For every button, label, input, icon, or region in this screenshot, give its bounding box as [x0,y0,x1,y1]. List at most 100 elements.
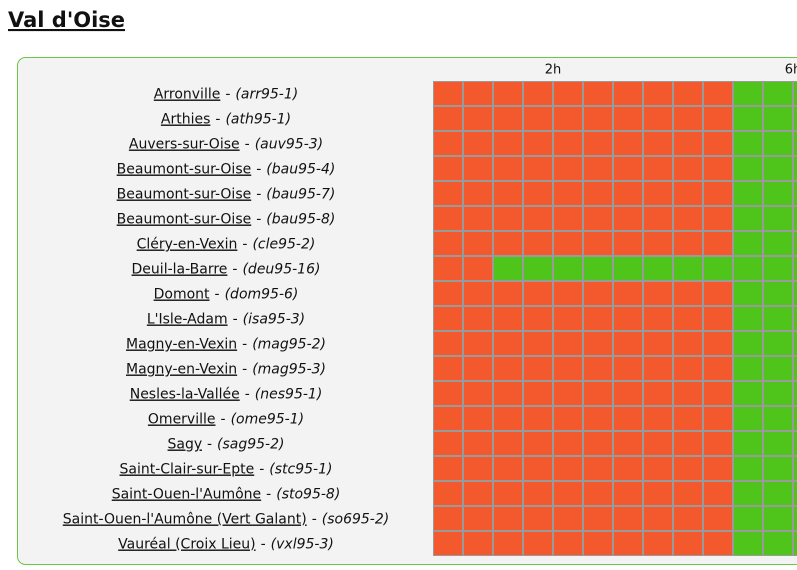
status-cell [763,381,793,406]
station-link[interactable]: Auvers-sur-Oise [129,137,240,153]
status-cell [493,356,523,381]
station-link[interactable]: L'Isle-Adam [147,312,228,328]
status-cell [523,231,553,256]
status-cell [733,81,763,106]
status-cell [523,106,553,131]
station-label: Beaumont-sur-Oise - (bau95-4) [117,162,336,178]
status-cell [493,331,523,356]
status-cell [433,131,463,156]
status-cell [553,506,583,531]
status-cell [493,431,523,456]
station-link[interactable]: Saint-Ouen-l'Aumône (Vert Galant) [63,512,307,528]
status-cell [643,231,673,256]
status-cell [613,531,643,556]
station-link[interactable]: Beaumont-sur-Oise [117,162,252,178]
status-cell [643,206,673,231]
status-cell [463,481,493,506]
status-cell [703,206,733,231]
status-cell [583,256,613,281]
status-cell [793,431,797,456]
status-cell [793,281,797,306]
status-cell [673,81,703,106]
status-cell [463,256,493,281]
status-cell [733,231,763,256]
status-cell [583,231,613,256]
station-link[interactable]: Deuil-la-Barre [132,262,228,278]
status-cell [523,431,553,456]
station-link[interactable]: Sagy [168,437,202,453]
status-cell [643,181,673,206]
station-link[interactable]: Magny-en-Vexin [126,337,237,353]
status-cell [433,506,463,531]
status-cell [433,206,463,231]
station-label: Deuil-la-Barre - (deu95-16) [132,262,321,278]
station-link[interactable]: Cléry-en-Vexin [137,237,238,253]
status-cell [733,356,763,381]
station-link[interactable]: Nesles-la-Vallée [130,387,240,403]
separator: - [256,212,261,228]
station-link[interactable]: Omerville [148,412,216,428]
status-cell [493,281,523,306]
status-cell [703,281,733,306]
separator: - [215,287,220,303]
status-cell [673,106,703,131]
station-link[interactable]: Magny-en-Vexin [126,362,237,378]
station-link[interactable]: Saint-Clair-sur-Epte [120,462,255,478]
status-cell [493,81,523,106]
status-cell [523,281,553,306]
status-cell [583,406,613,431]
status-cell [793,81,797,106]
status-cell [793,406,797,431]
status-cell [463,331,493,356]
status-cell [613,106,643,131]
status-cell [433,406,463,431]
status-cell [523,156,553,181]
station-code: (stc95-1) [269,462,332,478]
station-link[interactable]: Domont [154,287,210,303]
status-cell [433,331,463,356]
status-cell [523,306,553,331]
status-cell [733,181,763,206]
status-cell [493,156,523,181]
station-label: Magny-en-Vexin - (mag95-3) [126,362,326,378]
station-link[interactable]: Arronville [154,87,221,103]
status-cell [463,281,493,306]
status-cell [613,431,643,456]
status-cell [463,231,493,256]
status-cell [643,506,673,531]
station-label: Saint-Ouen-l'Aumône (Vert Galant) - (so695… [63,512,389,528]
status-cell [643,106,673,131]
status-cell [523,406,553,431]
status-cell [583,281,613,306]
station-code: (nes95-1) [255,387,322,403]
status-cell [793,256,797,281]
status-cell [703,81,733,106]
status-cell [763,431,793,456]
station-link[interactable]: Arthies [161,112,211,128]
status-cell [553,381,583,406]
station-label: Beaumont-sur-Oise - (bau95-7) [117,187,336,203]
station-label: Auvers-sur-Oise - (auv95-3) [129,137,323,153]
station-label: Saint-Ouen-l'Aumône - (sto95-8) [112,487,341,503]
status-cell [613,156,643,181]
separator: - [256,162,261,178]
station-link[interactable]: Vauréal (Croix Lieu) [118,537,255,553]
status-cell [703,481,733,506]
separator: - [245,137,250,153]
station-code: (bau95-8) [266,212,335,228]
status-cell [613,306,643,331]
station-link[interactable]: Beaumont-sur-Oise [117,212,252,228]
station-link[interactable]: Saint-Ouen-l'Aumône [112,487,261,503]
status-cell [613,281,643,306]
status-cell [733,456,763,481]
status-cell [463,81,493,106]
status-cell [673,181,703,206]
separator: - [215,112,220,128]
status-cell [673,506,703,531]
status-cell [673,281,703,306]
status-cell [643,306,673,331]
status-cell [733,106,763,131]
status-cell [733,431,763,456]
status-cell [673,431,703,456]
station-link[interactable]: Beaumont-sur-Oise [117,187,252,203]
